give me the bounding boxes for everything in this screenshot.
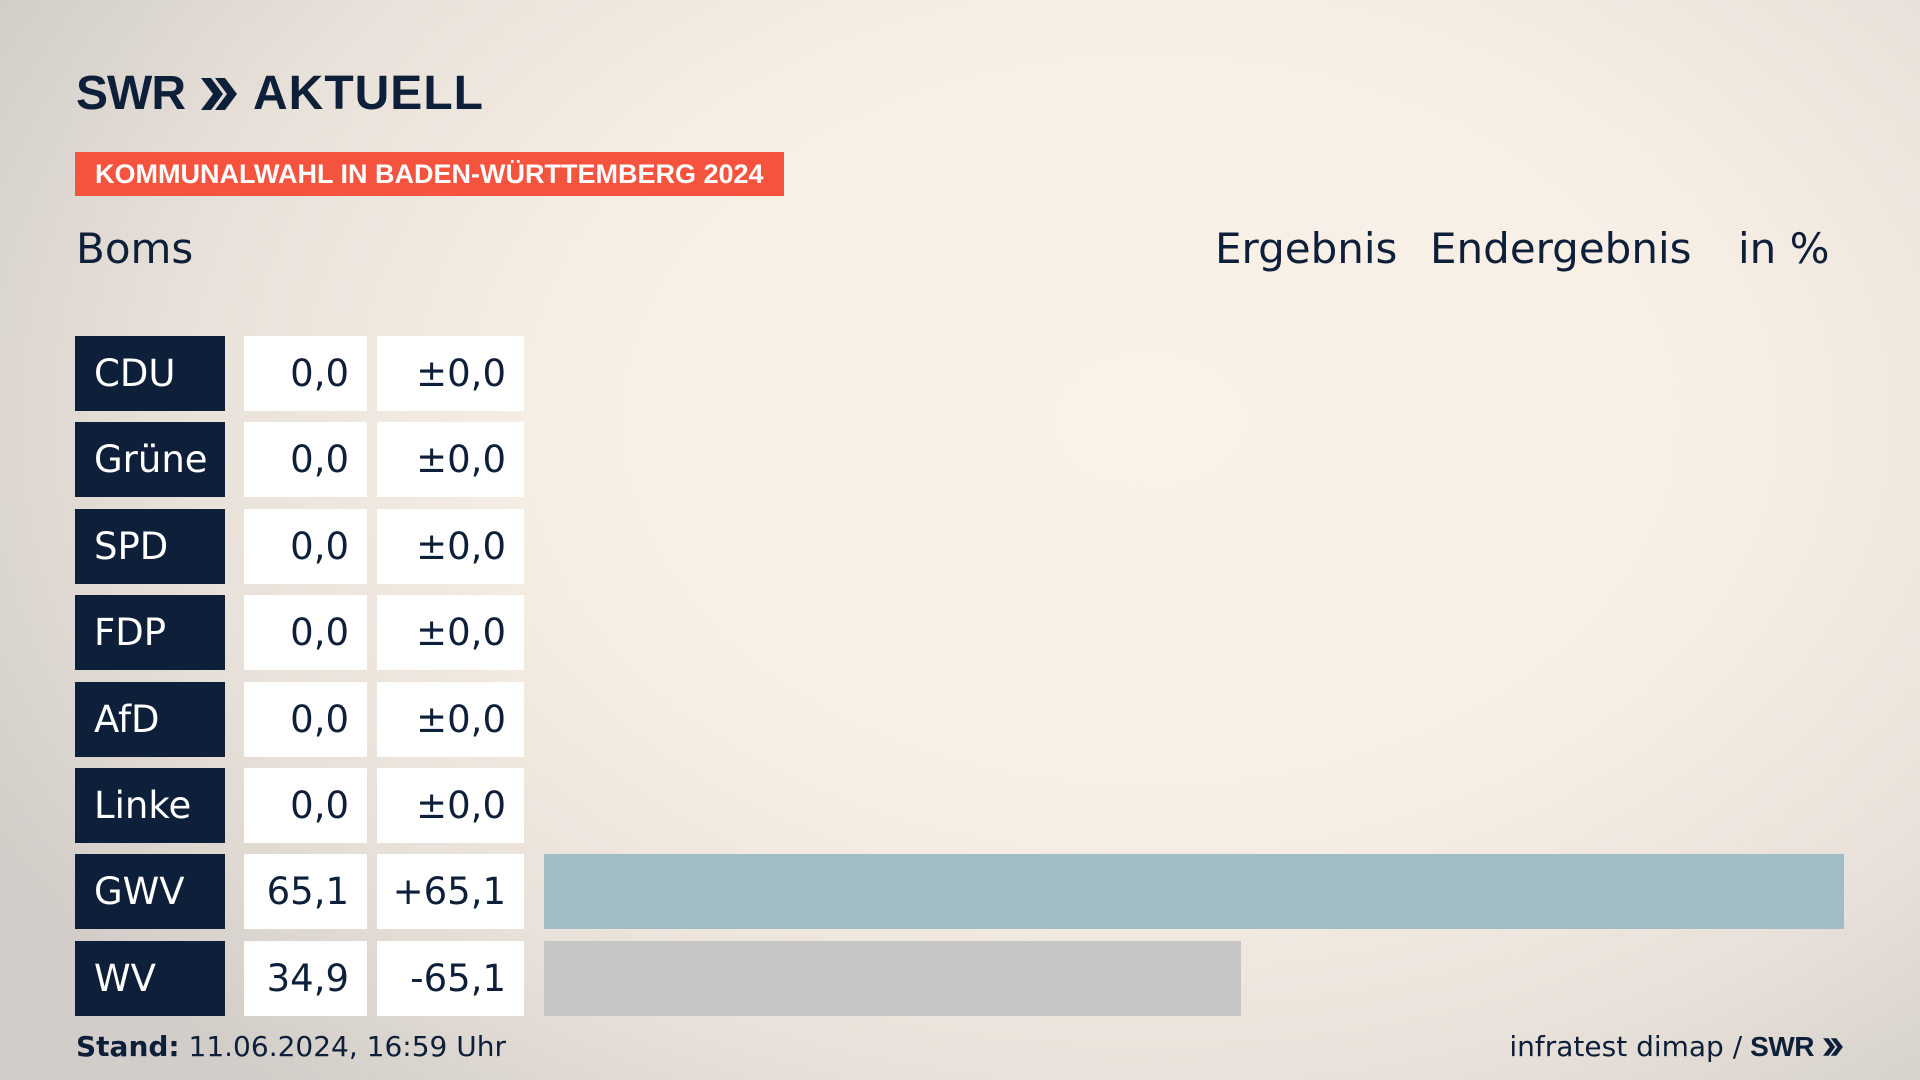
result-value: 0,0 — [244, 595, 367, 671]
small-double-chevron-icon — [1823, 1037, 1843, 1056]
result-diff: ±0,0 — [377, 422, 524, 498]
party-label: AfD — [75, 681, 225, 757]
swr-aktuell-logo: SWR AKTUELL — [76, 66, 484, 121]
party-label: WV — [75, 940, 225, 1016]
result-diff: ±0,0 — [377, 336, 524, 411]
source-swr-logo: SWR — [1750, 1030, 1814, 1062]
result-bar — [544, 854, 1844, 930]
party-label: Grüne — [75, 422, 225, 498]
result-diff: ±0,0 — [377, 768, 524, 843]
source-text: infratest dimap / — [1509, 1030, 1743, 1063]
result-value: 0,0 — [244, 681, 367, 757]
result-value: 0,0 — [244, 422, 367, 498]
result-diff: ±0,0 — [377, 681, 524, 757]
result-value: 0,0 — [244, 336, 367, 411]
result-diff: +65,1 — [377, 854, 524, 930]
party-label: GWV — [75, 854, 225, 930]
party-label: SPD — [75, 508, 225, 584]
election-banner: KOMMUNALWAHL IN BADEN-WÜRTTEMBERG 2024 — [75, 152, 784, 196]
header-ergebnis: Ergebnis — [1215, 224, 1398, 273]
logo-swr-text: SWR — [76, 67, 186, 120]
timestamp: Stand: 11.06.2024, 16:59 Uhr — [76, 1030, 506, 1063]
place-name: Boms — [76, 224, 194, 273]
party-label: CDU — [75, 336, 225, 411]
result-value: 34,9 — [244, 940, 367, 1016]
result-diff: ±0,0 — [377, 508, 524, 584]
result-diff: ±0,0 — [377, 595, 524, 671]
result-diff: -65,1 — [377, 940, 524, 1016]
stand-value: 11.06.2024, 16:59 Uhr — [188, 1030, 506, 1063]
result-value: 0,0 — [244, 768, 367, 843]
result-value: 0,0 — [244, 508, 367, 584]
result-value: 65,1 — [244, 854, 367, 930]
header-endergebnis: Endergebnis — [1430, 224, 1692, 273]
source-credit: infratest dimap / SWR — [1509, 1030, 1844, 1063]
header-unit: in % — [1738, 224, 1830, 273]
stand-label: Stand: — [76, 1030, 180, 1063]
party-label: FDP — [75, 595, 225, 671]
double-chevron-icon — [200, 77, 237, 110]
party-label: Linke — [75, 768, 225, 843]
logo-aktuell-text: AKTUELL — [252, 67, 484, 120]
result-bar — [544, 940, 1241, 1016]
